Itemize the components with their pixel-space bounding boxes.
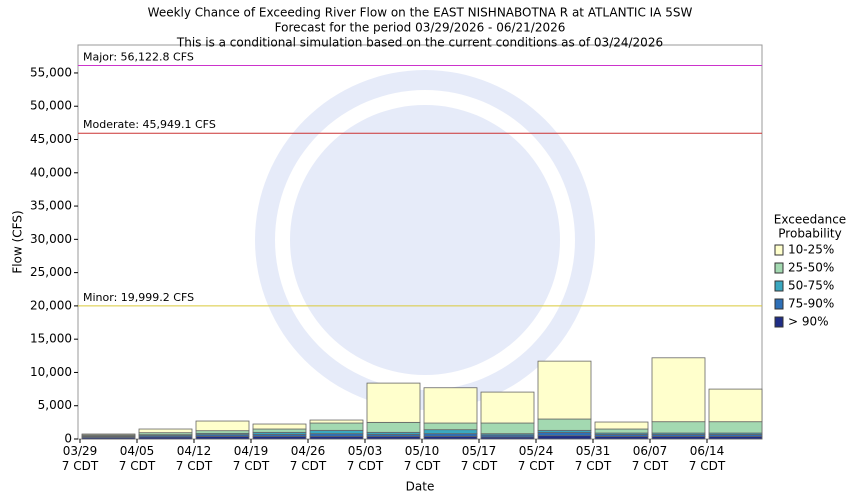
bar-segment <box>366 421 421 433</box>
y-tick-label: 0 <box>64 432 72 446</box>
x-tick-time: 7 CDT <box>575 459 612 473</box>
x-tick-date: 03/29 <box>63 444 98 458</box>
bar-segment <box>651 421 706 434</box>
bar-segment <box>81 433 136 436</box>
bar-segment <box>423 387 478 424</box>
x-tick-time: 7 CDT <box>176 459 213 473</box>
legend-swatch <box>774 244 784 256</box>
y-tick-label: 15,000 <box>30 332 72 346</box>
x-tick-time: 7 CDT <box>518 459 555 473</box>
bar-segment <box>708 388 763 423</box>
y-tick-label: 30,000 <box>30 232 72 246</box>
x-tick-label: 06/07 7 CDT <box>632 444 669 473</box>
bar-segment <box>309 422 364 431</box>
x-tick-time: 7 CDT <box>290 459 327 473</box>
x-tick-date: 04/12 <box>177 444 212 458</box>
bar-segment <box>480 391 535 424</box>
legend-swatch <box>774 298 784 310</box>
x-tick-label: 05/17 7 CDT <box>461 444 498 473</box>
bar-segment <box>309 429 364 435</box>
x-tick-date: 04/19 <box>234 444 269 458</box>
x-tick-label: 05/03 7 CDT <box>347 444 384 473</box>
legend-label: 75-90% <box>788 297 834 311</box>
x-tick-time: 7 CDT <box>461 459 498 473</box>
bar-segment <box>423 429 478 435</box>
x-tick-date: 05/10 <box>405 444 440 458</box>
y-tick-label: 45,000 <box>30 132 72 146</box>
bar-segment <box>537 435 592 440</box>
bar-segment <box>252 428 307 433</box>
bar-segment <box>366 382 421 423</box>
x-tick-label: 05/31 7 CDT <box>575 444 612 473</box>
x-tick-label: 05/10 7 CDT <box>404 444 441 473</box>
bar-segment <box>252 423 307 430</box>
bar-segment <box>651 357 706 423</box>
chart-subtitle: Forecast for the period 03/29/2026 - 06/… <box>275 21 566 35</box>
threshold-label: Moderate: 45,949.1 CFS <box>83 118 216 131</box>
x-tick-time: 7 CDT <box>689 459 726 473</box>
bar-segment <box>309 419 364 424</box>
legend-title: Probability <box>778 227 841 241</box>
chart-subtitle: This is a conditional simulation based o… <box>176 36 663 50</box>
x-axis-label: Date <box>406 480 435 494</box>
x-tick-time: 7 CDT <box>632 459 669 473</box>
x-tick-time: 7 CDT <box>119 459 156 473</box>
legend-label: 10-25% <box>788 243 834 257</box>
threshold-label: Major: 56,122.8 CFS <box>83 50 194 63</box>
y-tick-label: 25,000 <box>30 265 72 279</box>
x-tick-date: 04/05 <box>120 444 155 458</box>
bar-segment <box>708 421 763 434</box>
x-tick-time: 7 CDT <box>62 459 99 473</box>
legend-swatch <box>774 262 784 274</box>
x-tick-label: 04/05 7 CDT <box>119 444 156 473</box>
x-tick-date: 05/24 <box>519 444 554 458</box>
x-tick-date: 05/17 <box>462 444 497 458</box>
legend-swatch <box>774 316 784 328</box>
x-tick-date: 04/26 <box>291 444 326 458</box>
x-tick-date: 05/03 <box>348 444 383 458</box>
legend-label: 25-50% <box>788 261 834 275</box>
chart-title: Weekly Chance of Exceeding River Flow on… <box>148 6 693 20</box>
x-tick-label: 04/26 7 CDT <box>290 444 327 473</box>
y-tick-label: 50,000 <box>30 99 72 113</box>
bar-segment <box>594 421 649 430</box>
bar-segment <box>537 418 592 431</box>
x-tick-label: 05/24 7 CDT <box>518 444 555 473</box>
x-tick-date: 05/31 <box>576 444 611 458</box>
x-tick-time: 7 CDT <box>404 459 441 473</box>
legend-swatch <box>774 280 784 292</box>
y-tick-label: 40,000 <box>30 165 72 179</box>
legend-title: Exceedance <box>774 213 846 227</box>
y-tick-label: 35,000 <box>30 199 72 213</box>
y-tick-label: 20,000 <box>30 298 72 312</box>
x-tick-label: 04/12 7 CDT <box>176 444 213 473</box>
x-tick-date: 06/14 <box>690 444 725 458</box>
bar-segment <box>423 422 478 431</box>
y-tick-label: 10,000 <box>30 365 72 379</box>
x-tick-time: 7 CDT <box>233 459 270 473</box>
legend-label: 50-75% <box>788 279 834 293</box>
x-tick-label: 04/19 7 CDT <box>233 444 270 473</box>
bar-segment <box>594 428 649 434</box>
x-tick-time: 7 CDT <box>347 459 384 473</box>
y-axis-label: Flow (CFS) <box>11 210 25 273</box>
threshold-label: Minor: 19,999.2 CFS <box>83 291 194 304</box>
bar-segment <box>195 420 250 432</box>
watermark <box>255 70 595 410</box>
y-tick-label: 5,000 <box>38 398 72 412</box>
legend-label: > 90% <box>788 315 829 329</box>
bar-segment <box>138 428 193 434</box>
x-tick-label: 06/14 7 CDT <box>689 444 726 473</box>
x-tick-date: 06/07 <box>633 444 668 458</box>
x-tick-label: 03/29 7 CDT <box>62 444 99 473</box>
y-tick-label: 55,000 <box>30 65 72 79</box>
bar-segment <box>537 360 592 420</box>
bar-segment <box>537 431 592 437</box>
bar-segment <box>480 422 535 435</box>
